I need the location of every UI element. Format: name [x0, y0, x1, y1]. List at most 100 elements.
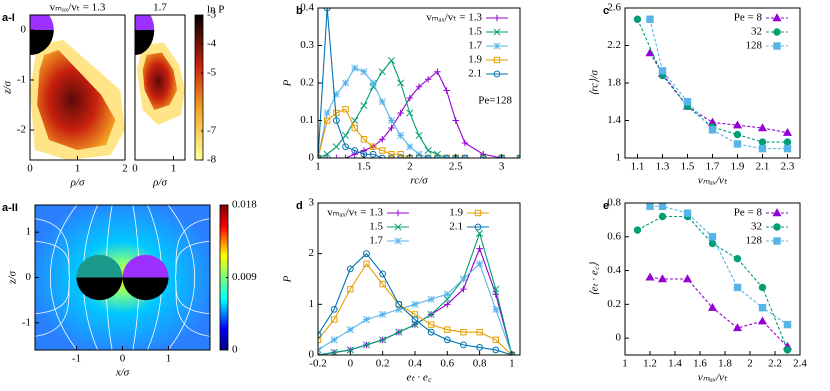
y-tick-label: 0.6 — [607, 230, 621, 242]
marker — [346, 346, 354, 354]
x-axis-label: rc/σ — [410, 175, 428, 187]
marker — [443, 336, 451, 344]
marker — [415, 154, 423, 158]
legend-label: 1.5 — [369, 221, 383, 233]
x-tick-label: 0 — [132, 163, 138, 175]
colorbar-tick-label: 0.009 — [232, 271, 257, 283]
marker — [378, 68, 386, 76]
marker — [424, 76, 432, 83]
marker — [773, 28, 781, 36]
marker — [411, 321, 419, 329]
marker — [460, 341, 467, 349]
x-axis-label: eₜ · e꜀ — [406, 372, 431, 384]
x-axis-label: ρ/σ — [152, 177, 167, 189]
x-tick-label: 2.5 — [449, 161, 463, 173]
marker — [492, 305, 500, 313]
particle-top — [30, 15, 54, 30]
marker — [395, 305, 403, 313]
y-tick-label: 0 — [21, 24, 27, 36]
density-core — [37, 50, 116, 150]
marker — [341, 79, 350, 87]
y-axis-label: ⟨eₜ · e꜀⟩ — [589, 261, 601, 295]
marker — [394, 237, 402, 245]
legend-label: vₘₐₓ/vₜ = 1.3 — [426, 12, 482, 24]
y-tick-label: 1 — [616, 152, 622, 164]
field-image — [35, 205, 210, 350]
y-tick-label: 0 — [26, 271, 32, 283]
marker — [379, 147, 386, 154]
series-line — [318, 108, 520, 158]
marker — [342, 106, 349, 113]
x-axis-label: ρ/σ — [70, 177, 85, 189]
marker — [783, 346, 792, 354]
marker — [323, 8, 331, 12]
marker — [444, 301, 451, 308]
streamline — [35, 277, 70, 315]
x-tick-label: 0 — [27, 163, 33, 175]
marker — [411, 311, 419, 318]
marker — [782, 127, 793, 136]
panel-label: a-II — [2, 202, 18, 214]
x-tick-label: 1.8 — [718, 358, 732, 370]
marker — [323, 154, 331, 158]
marker — [397, 109, 404, 117]
marker — [394, 209, 402, 217]
marker — [493, 56, 501, 64]
x-tick-label: 1.5 — [681, 161, 695, 173]
marker — [342, 143, 349, 151]
x-tick-label: 0.6 — [440, 358, 454, 370]
legend-label: 32 — [751, 221, 762, 233]
y-tick-label: 0 — [309, 152, 315, 164]
series-line — [650, 205, 788, 326]
x-tick-label: 1.3 — [656, 161, 670, 173]
x-tick-label: 2 — [122, 163, 128, 175]
x-tick-label: 1.9 — [731, 161, 745, 173]
colorbar-tick-label: -5 — [207, 67, 217, 79]
colorbar — [194, 14, 204, 161]
marker — [772, 13, 782, 22]
legend-label: 128 — [746, 235, 763, 247]
x-axis-label: vₘₐₓ/vₜ — [698, 175, 728, 187]
marker — [452, 117, 459, 124]
x-tick-label: 1 — [75, 163, 81, 175]
marker — [707, 303, 718, 311]
marker — [493, 28, 501, 36]
marker — [443, 87, 450, 94]
marker — [732, 120, 743, 129]
plot-frame — [317, 202, 521, 356]
marker — [330, 336, 338, 344]
marker — [347, 285, 354, 293]
y-tick-label: 0.3 — [300, 39, 314, 51]
x-axis-label: vₘₐₓ/vₜ — [698, 372, 728, 384]
y-axis-label: z/σ — [2, 81, 14, 95]
series-line — [318, 252, 513, 355]
x-tick-label: 1.2 — [643, 358, 657, 370]
marker — [394, 223, 402, 231]
marker — [733, 130, 742, 139]
marker — [443, 295, 451, 303]
legend-label: 2.1 — [468, 68, 482, 80]
marker — [427, 328, 435, 336]
x-tick-label: 0.2 — [376, 358, 390, 370]
legend-label: 128 — [746, 40, 763, 52]
marker — [783, 320, 792, 329]
marker — [397, 131, 405, 140]
marker — [360, 68, 368, 76]
marker — [388, 154, 395, 158]
marker — [633, 226, 642, 234]
colorbar-tick-label: 0.018 — [232, 199, 257, 211]
x-tick-label: 2.2 — [768, 358, 782, 370]
x-tick-label: 1.5 — [357, 161, 371, 173]
marker — [658, 212, 667, 221]
marker — [369, 79, 377, 87]
marker — [783, 138, 792, 146]
series-line — [318, 67, 520, 158]
marker — [460, 329, 467, 336]
marker — [427, 310, 435, 319]
legend-label: vₘₐₓ/vₜ = 1.3 — [327, 207, 383, 219]
legend-label: 2.1 — [449, 221, 463, 233]
panel-title: vₘₐₓ/vₜ = 1.3 — [50, 2, 106, 14]
plot-area — [318, 8, 520, 158]
marker — [397, 79, 405, 87]
